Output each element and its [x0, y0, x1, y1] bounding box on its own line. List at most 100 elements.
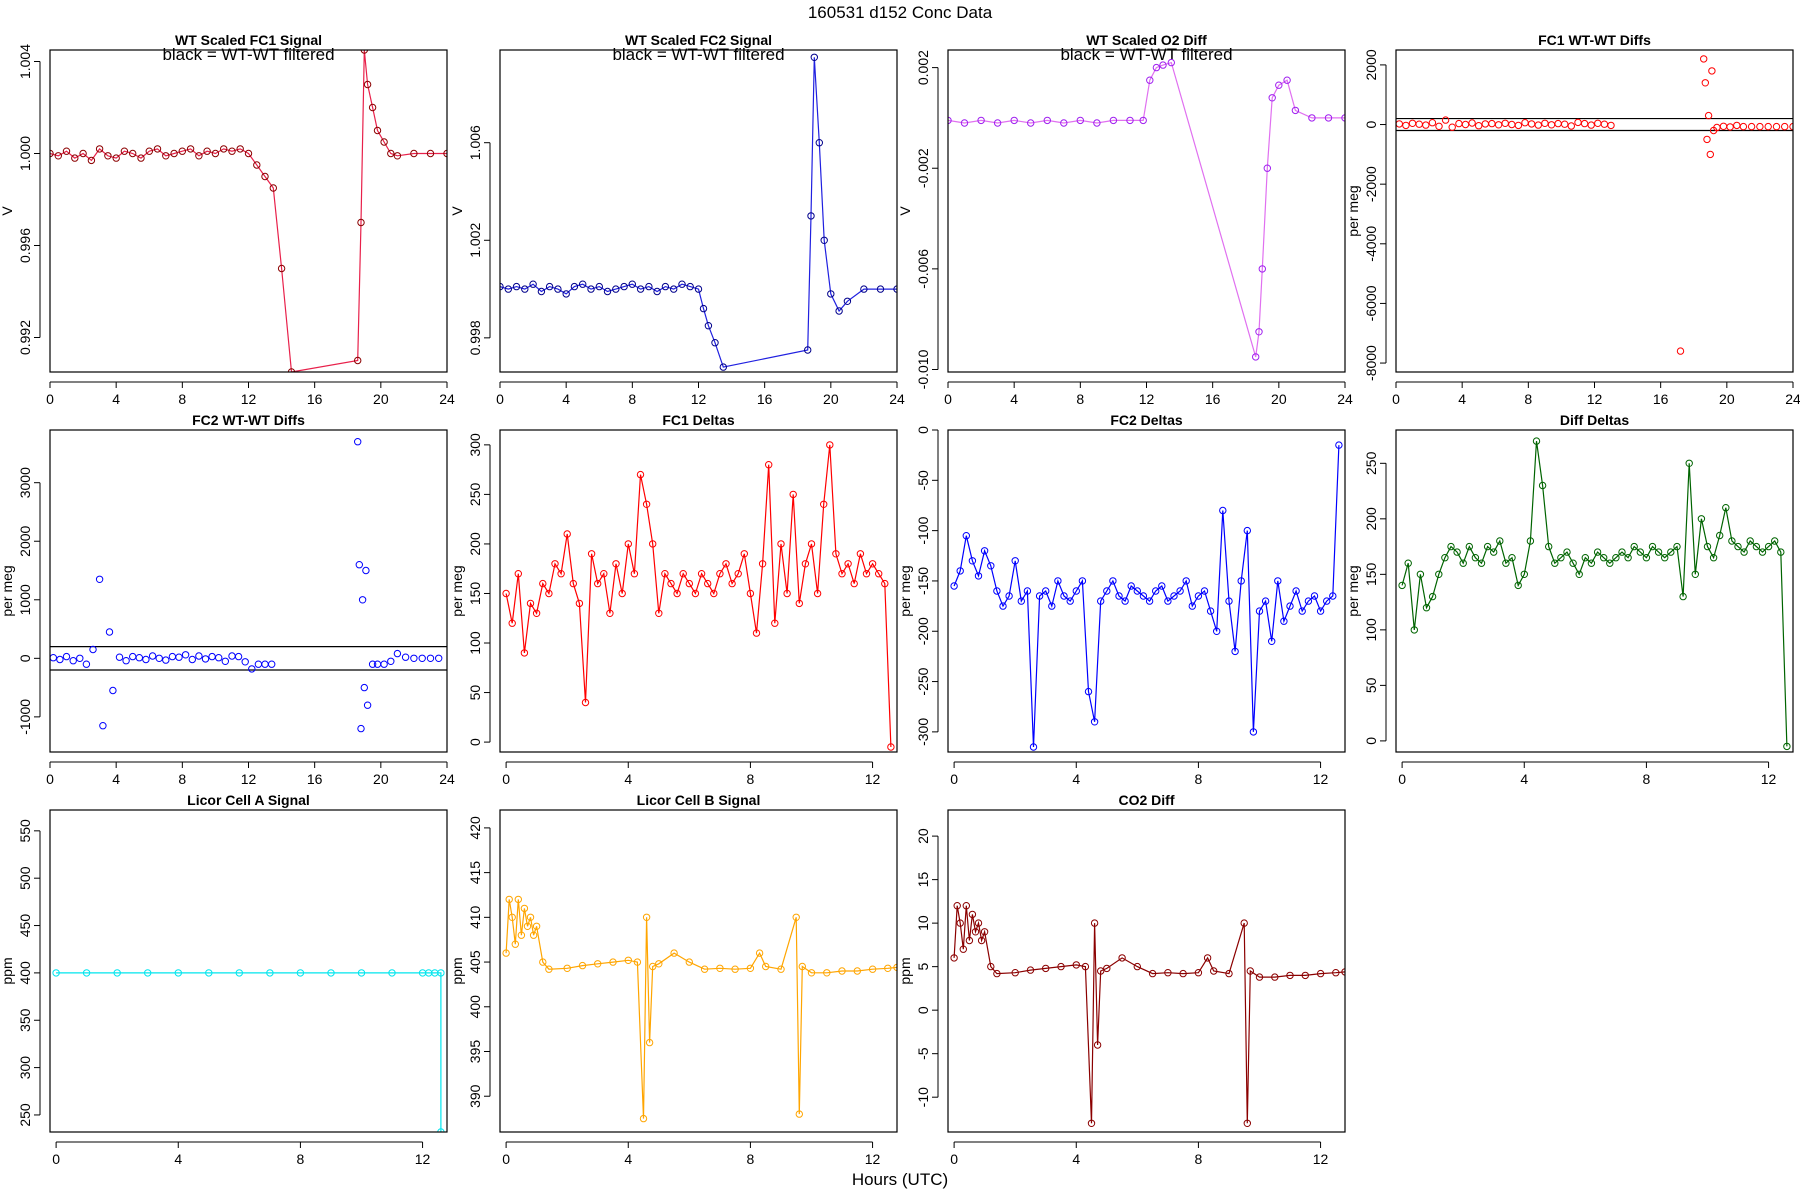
x-axis: 0 4 8 12: [502, 1141, 881, 1167]
data-point: [697, 570, 706, 578]
data-point: [716, 964, 724, 972]
data-point: [1164, 969, 1172, 977]
data-point: [1011, 969, 1019, 977]
data-point: [410, 149, 418, 158]
data-point: [1396, 120, 1403, 128]
y-tick-label: 20: [915, 828, 931, 844]
x-axis: 0 4 8 12: [1398, 761, 1777, 787]
data-point: [1783, 742, 1791, 751]
data-point: [1455, 119, 1463, 128]
data-point: [1335, 441, 1343, 449]
data-point: [1145, 597, 1154, 605]
panel-annotation: black = WT-WT filtered: [162, 45, 334, 64]
data-point: [1115, 592, 1123, 600]
data-point: [1170, 592, 1178, 600]
x-tick-label: 20: [1719, 391, 1735, 407]
data-point: [1310, 592, 1319, 600]
data-point: [1301, 971, 1310, 980]
data-point: [620, 282, 628, 291]
data-point: [694, 285, 703, 293]
y-axis: -10 -5 0 5 10 15 20 ppm: [897, 828, 939, 1107]
panel-annotation: black = WT-WT filtered: [1060, 45, 1232, 64]
plot-frame: [49, 429, 448, 753]
data-point: [832, 550, 840, 558]
data-point: [1441, 116, 1450, 124]
data-point: [980, 547, 989, 555]
x-tick-label: 0: [944, 391, 952, 407]
panel-10: Licor Cell B Signal 0 4 8 12 390 395 400 405 410 4…: [449, 792, 898, 1167]
data-point: [1316, 969, 1325, 978]
data-point: [426, 149, 435, 158]
data-point: [1490, 548, 1498, 556]
data-point: [1428, 119, 1437, 127]
series-line: [953, 445, 1340, 748]
panel-9: Licor Cell A Signal 0 4 8 12 250 300 350 400 450 5…: [0, 792, 448, 1167]
x-axis: 0 4 8 12 16 20 24: [944, 381, 1353, 407]
data-point: [1551, 559, 1559, 567]
data-point: [1304, 597, 1313, 605]
data-point: [144, 969, 152, 977]
data-point: [798, 962, 806, 971]
plot-frame: [947, 49, 1346, 373]
data-point: [1081, 962, 1090, 971]
x-tick-label: 16: [1653, 391, 1669, 407]
y-tick-label: 395: [467, 1040, 483, 1064]
data-point: [993, 969, 1001, 978]
panel-annotation: black = WT-WT filtered: [612, 45, 784, 64]
data-point: [215, 654, 223, 662]
x-tick-label: 0: [496, 391, 504, 407]
data-point: [235, 969, 244, 977]
data-point: [962, 902, 970, 910]
data-point: [1422, 604, 1431, 612]
data-point: [971, 928, 980, 936]
series-line: [505, 899, 897, 1119]
data-point: [504, 285, 512, 293]
data-point: [354, 438, 362, 446]
data-point: [1642, 554, 1651, 562]
data-point: [734, 570, 742, 578]
data-point: [850, 579, 858, 588]
data-point: [186, 145, 195, 153]
data-point: [1661, 554, 1669, 562]
data-point: [881, 579, 889, 588]
data-point: [1494, 121, 1503, 129]
panel-title: Diff Deltas: [1560, 412, 1629, 428]
data-point: [174, 969, 183, 977]
data-point: [1465, 542, 1474, 551]
data-point: [1402, 121, 1410, 130]
data-point: [642, 913, 651, 921]
data-point: [1563, 548, 1571, 556]
x-tick-label: 16: [307, 391, 323, 407]
series-line: [948, 61, 1345, 358]
data-point: [153, 145, 162, 153]
x-tick-label: 24: [889, 391, 905, 407]
x-tick-label: 20: [823, 391, 839, 407]
data-point: [254, 660, 263, 668]
x-axis: 0 4 8 12 16 20 24: [496, 381, 905, 407]
data-point: [670, 949, 678, 957]
data-point: [661, 570, 669, 578]
x-axis: 0 4 8 12: [950, 761, 1329, 787]
data-point: [532, 609, 541, 617]
data-point: [704, 322, 713, 330]
panel-title: FC2 Deltas: [1110, 412, 1183, 428]
x-tick-label: 12: [241, 391, 257, 407]
data-point: [1225, 969, 1233, 978]
data-point: [1468, 119, 1476, 127]
y-axis-label: per meg: [0, 565, 15, 616]
data-point: [62, 652, 71, 661]
data-point: [1133, 587, 1142, 595]
figure-title: 160531 d152 Conc Data: [808, 3, 993, 22]
data-point: [368, 103, 377, 112]
data-point: [838, 967, 846, 975]
y-tick-label: 0.998: [467, 320, 483, 355]
data-point: [959, 945, 967, 953]
data-point: [1188, 602, 1197, 610]
data-point: [612, 285, 620, 293]
data-point: [1286, 602, 1294, 610]
y-tick-label: 50: [467, 685, 483, 701]
data-point: [551, 560, 559, 568]
panel-title: WT Scaled O2 Diff: [1086, 32, 1207, 48]
data-point: [678, 280, 686, 288]
